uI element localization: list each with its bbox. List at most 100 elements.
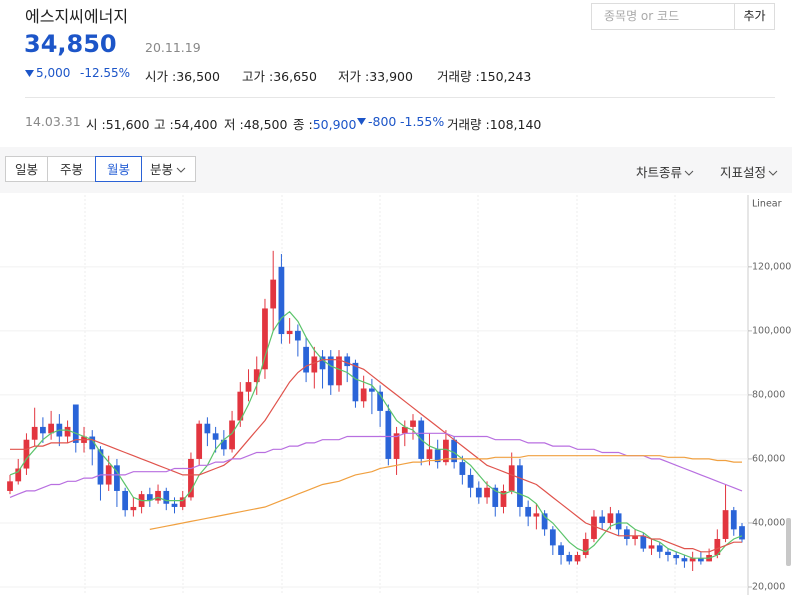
candle-body [401,426,408,434]
candle-body [97,449,104,485]
menu[interactable]: 차트종류 [636,162,694,181]
candle-body [648,545,655,549]
candle-body [155,490,161,501]
candle-body [558,545,564,555]
candle-body [475,487,482,498]
hover-item: 저 :48,500 [224,114,287,133]
candle-body [23,439,30,469]
moving-average-line [10,359,742,553]
hover-label: 고 : [154,117,174,132]
hover-value: 48,500 [243,117,288,132]
candle-body [656,545,663,552]
candle-body [541,513,548,530]
candle-body [582,538,589,555]
candle-body [336,356,342,386]
candle-body [303,346,309,373]
candle-body [673,554,680,559]
candle-body [484,487,490,498]
candle-body [311,356,318,373]
scale-label: Linear [752,199,782,210]
stat-value: 33,900 [369,69,413,84]
candle-body [443,439,449,463]
candle-body [7,481,13,491]
candle-body [237,391,244,421]
candle-body [426,449,433,459]
hover-label: 종 : [293,117,313,132]
candle-body [89,436,96,450]
candle-body [697,558,704,562]
period-tab[interactable]: 주봉 [47,156,96,182]
candle-body [714,538,721,555]
stat-label: 고가 : [242,69,274,84]
candle-body [294,330,301,341]
candle-body [212,433,219,440]
price: 34,850 [24,30,117,58]
menu-label: 차트종류 [636,165,683,180]
candle-body [204,423,211,434]
period-tab[interactable]: 일봉 [5,156,48,182]
candle-body [319,356,326,370]
candle-body [15,468,22,482]
stat: 저가 :33,900 [338,66,413,85]
candle-body [623,529,630,539]
hover-change-rate: -1.55% [400,114,445,129]
y-tick-label: 40,000 [752,517,785,528]
tab-label: 분봉 [150,162,174,177]
hover-value: 108,140 [489,117,542,132]
hover-volume: 거래량 :108,140 [447,114,541,133]
candle-body [327,356,334,386]
candle-body [640,535,647,549]
candle-body [220,439,227,450]
menu-label: 지표설정 [720,165,767,180]
candle-body [574,554,581,562]
search-input[interactable]: 종목명 or 코드 [591,3,735,30]
candle-body [72,404,79,443]
candle-body [229,420,235,450]
candle-body [689,558,696,562]
candle-body [163,490,170,504]
chevron [684,170,694,176]
candle-body [393,433,400,459]
candle-body [434,449,441,463]
change: 5,000 [36,66,71,80]
stat: 거래량 :150,243 [437,66,531,85]
menu[interactable]: 지표설정 [720,162,778,181]
chart: Linear 20,000 40,000 60,000 80,000 100,000 12… [0,195,791,595]
candle-body [599,516,606,523]
hover-label: 시 : [86,117,106,132]
scrollbar[interactable] [786,518,791,566]
candle-body [739,526,745,540]
stat-label: 저가 : [338,69,370,84]
candle-body [607,513,614,523]
hover-change: -800 [368,114,397,129]
period-tab[interactable]: 분봉 [141,156,196,182]
hover-item: 종 :50,900 [293,114,356,133]
change-rate: -12.55% [80,66,131,80]
y-tick-label: 20,000 [752,581,785,592]
hover-item: 고 :54,400 [154,114,217,133]
stat: 시가 :36,500 [145,66,220,85]
candle-body [615,513,622,530]
stat-label: 거래량 : [437,69,480,84]
candle-body [632,535,638,539]
period-tab[interactable]: 월봉 [95,156,142,182]
y-tick-label: 120,000 [752,261,791,272]
y-tick-label: 100,000 [752,325,791,336]
divider [25,97,775,98]
candle-body [722,510,729,539]
moving-average-line [9,432,743,498]
add-button[interactable]: 추가 [734,3,775,30]
hover-label: 저 : [224,117,244,132]
candle-body [286,330,293,335]
hover-date: 14.03.31 [25,114,81,129]
stat-label: 시가 : [145,69,177,84]
chevron [176,167,186,173]
down-arrow [25,70,34,77]
candle-body [385,410,392,459]
candle-body [114,465,120,491]
chevron [768,170,778,176]
candle-body [270,279,277,309]
candle-body [64,426,71,437]
stat-value: 36,500 [176,69,220,84]
